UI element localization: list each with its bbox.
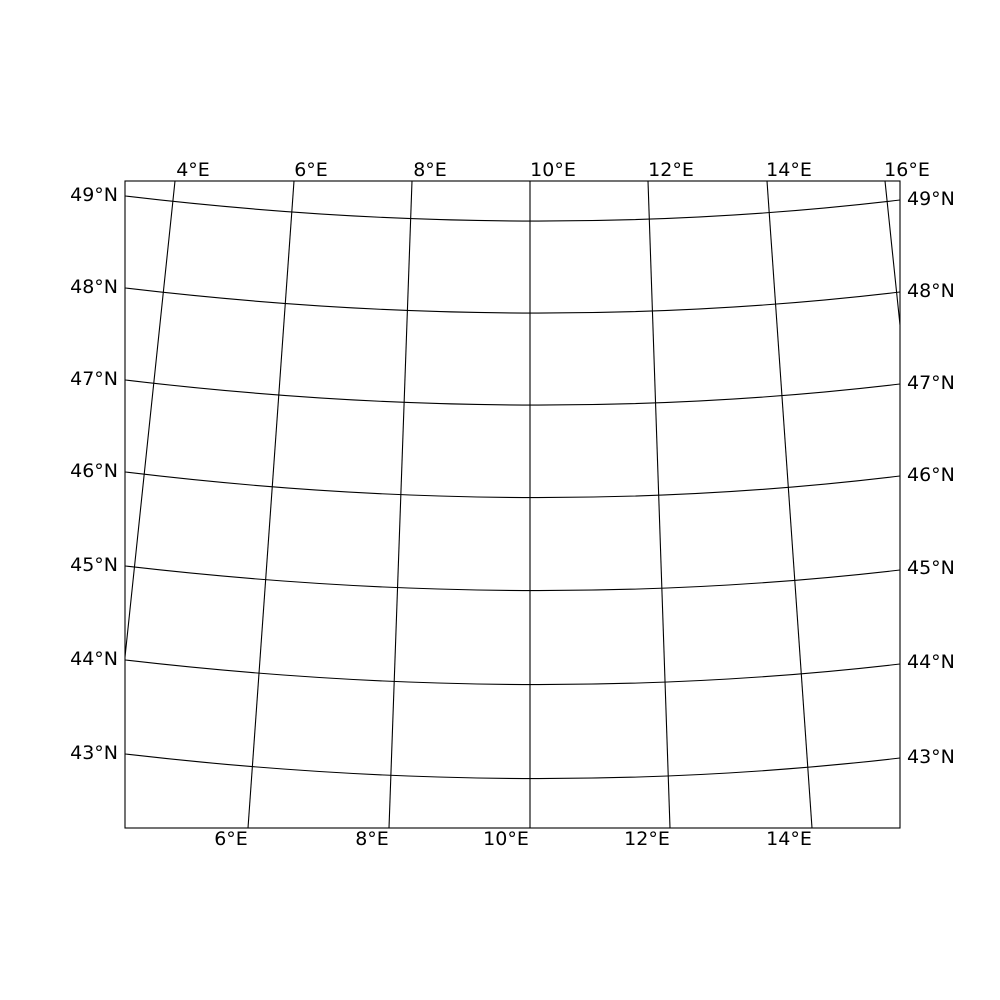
left-label-45n: 45°N	[70, 554, 118, 576]
right-latitude-labels: 49°N 48°N 47°N 46°N 45°N 44°N 43°N	[907, 188, 955, 768]
bottom-label-8e: 8°E	[355, 828, 389, 850]
right-label-47n: 47°N	[907, 372, 955, 394]
left-label-49n: 49°N	[70, 184, 118, 206]
parallel-49n	[125, 195, 900, 222]
top-label-8e: 8°E	[413, 159, 447, 181]
bottom-longitude-labels: 6°E 8°E 10°E 12°E 14°E	[214, 828, 812, 850]
parallel-43n	[125, 753, 900, 780]
bottom-label-12e: 12°E	[624, 828, 670, 850]
top-label-10e: 10°E	[530, 159, 576, 181]
map-frame	[124, 180, 901, 829]
left-label-48n: 48°N	[70, 276, 118, 298]
right-label-43n: 43°N	[907, 746, 955, 768]
left-label-46n: 46°N	[70, 460, 118, 482]
right-label-44n: 44°N	[907, 651, 955, 673]
top-longitude-labels: 4°E 6°E 8°E 10°E 12°E 16°E 14°E	[176, 159, 930, 181]
bottom-label-14e: 14°E	[766, 828, 812, 850]
meridian-12e	[647, 181, 671, 828]
graticule	[125, 181, 900, 828]
parallel-48n	[125, 287, 900, 314]
top-label-16e: 16°E	[884, 159, 930, 181]
left-label-47n: 47°N	[70, 368, 118, 390]
right-label-48n: 48°N	[907, 280, 955, 302]
top-label-14e: 14°E	[766, 159, 812, 181]
meridian-4e	[125, 181, 176, 658]
parallel-45n	[125, 565, 900, 592]
meridian-14e	[766, 181, 813, 828]
right-label-46n: 46°N	[907, 464, 955, 486]
parallel-46n	[125, 471, 900, 499]
left-label-44n: 44°N	[70, 648, 118, 670]
right-label-45n: 45°N	[907, 557, 955, 579]
parallel-47n	[125, 379, 900, 406]
right-label-49n: 49°N	[907, 188, 955, 210]
meridian-16e	[884, 181, 900, 326]
meridian-8e	[388, 181, 413, 828]
top-label-6e: 6°E	[294, 159, 328, 181]
top-label-12e: 12°E	[648, 159, 694, 181]
bottom-label-10e: 10°E	[483, 828, 529, 850]
top-label-4e: 4°E	[176, 159, 210, 181]
bottom-label-6e: 6°E	[214, 828, 248, 850]
meridian-6e	[247, 181, 295, 828]
left-latitude-labels: 49°N 48°N 47°N 46°N 45°N 44°N 43°N	[70, 184, 118, 764]
parallel-44n	[125, 659, 900, 686]
left-label-43n: 43°N	[70, 742, 118, 764]
